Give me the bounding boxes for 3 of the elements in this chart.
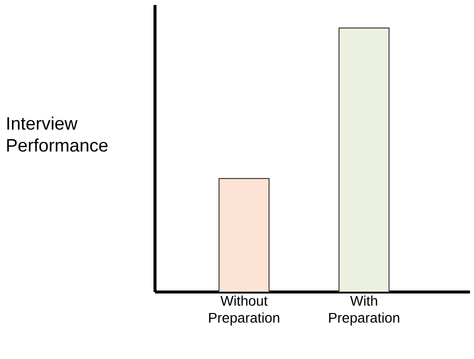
x-tick-label: Without Preparation	[209, 296, 280, 326]
y-axis-title: Interview Performance	[7, 116, 108, 152]
x-tick-label: With Preparation	[329, 296, 400, 326]
